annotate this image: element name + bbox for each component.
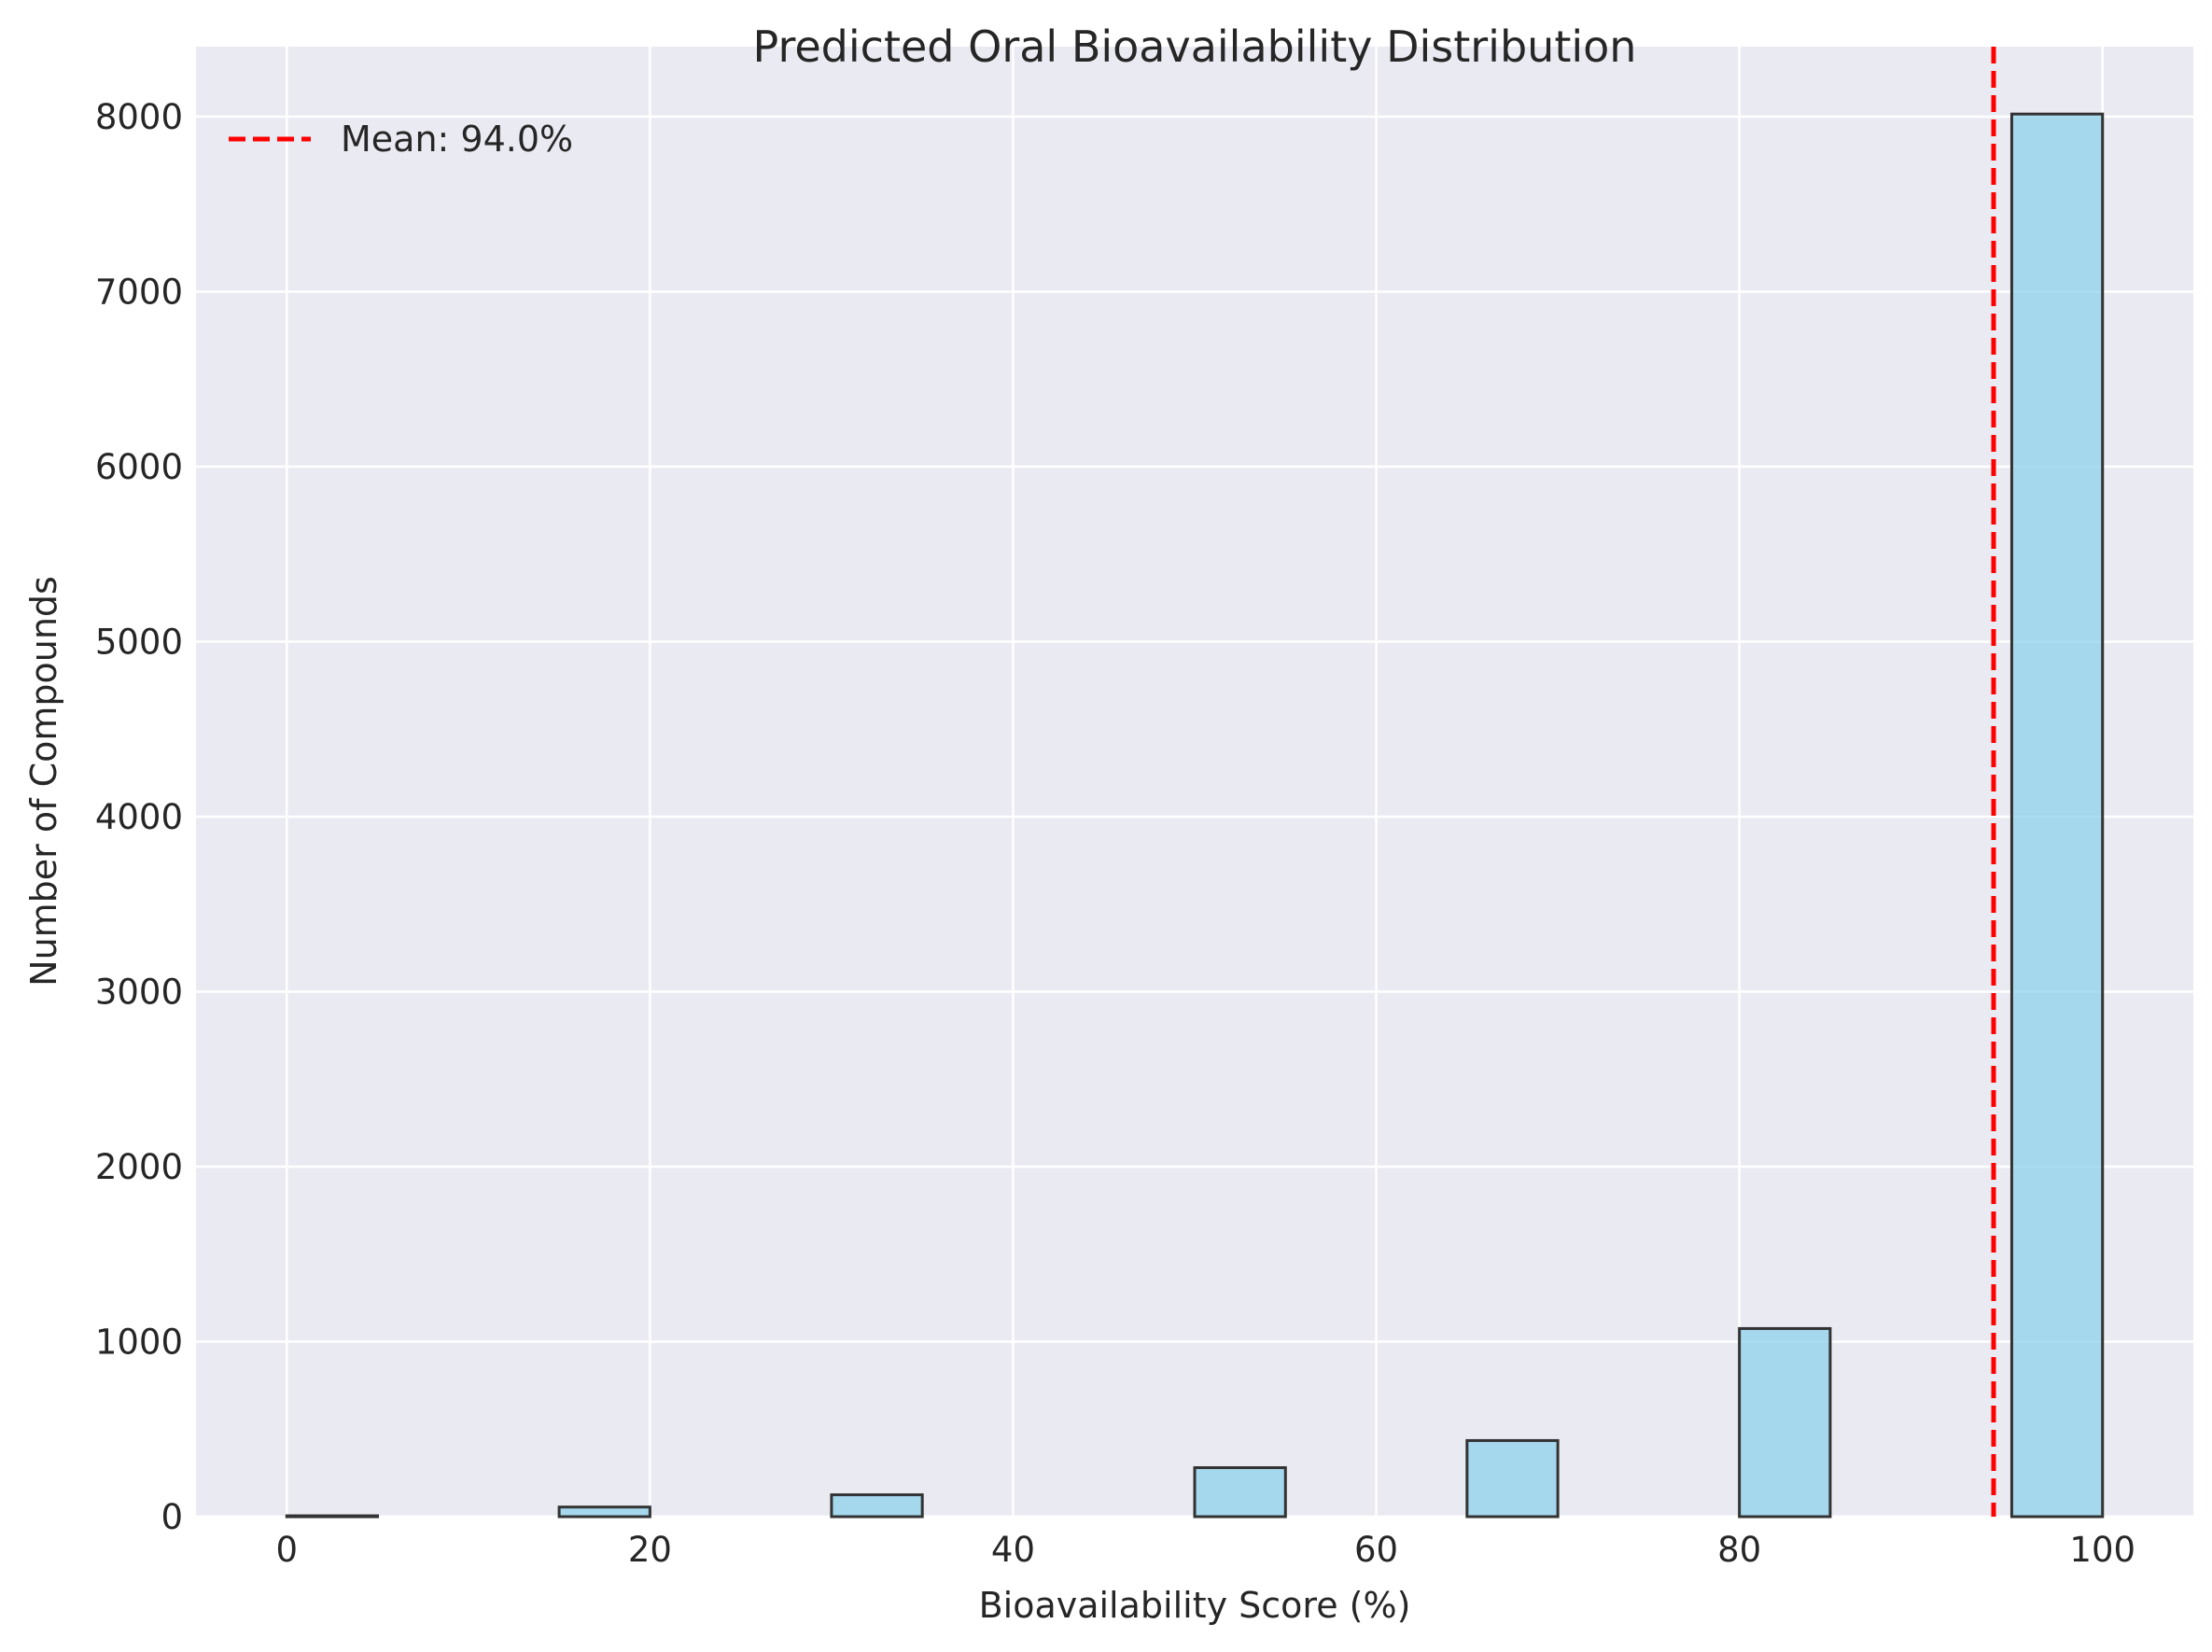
- x-tick-label: 100: [2069, 1530, 2135, 1570]
- histogram-bar: [285, 1514, 380, 1519]
- y-tick-label: 2000: [95, 1147, 183, 1187]
- y-tick-label: 0: [161, 1497, 183, 1537]
- x-tick-label: 40: [991, 1530, 1035, 1570]
- x-tick-label: 80: [1717, 1530, 1761, 1570]
- x-tick-label: 60: [1354, 1530, 1398, 1570]
- chart-title: Predicted Oral Bioavailability Distribut…: [753, 21, 1637, 72]
- histogram-bar: [1193, 1466, 1287, 1519]
- legend-mean-label: Mean: 94.0%: [341, 119, 573, 160]
- y-axis-label: Number of Compounds: [23, 576, 64, 987]
- histogram-bar: [830, 1493, 924, 1519]
- y-tick-label: 4000: [95, 797, 183, 837]
- x-tick-label: 0: [275, 1530, 298, 1570]
- histogram-bar: [557, 1505, 651, 1519]
- histogram-bar: [2009, 112, 2105, 1519]
- y-tick-label: 1000: [95, 1323, 183, 1363]
- y-tick-labels: 0 1000 2000 3000 4000 5000 6000 7000 8000: [95, 97, 183, 1537]
- y-tick-label: 6000: [95, 447, 183, 487]
- x-tick-label: 20: [628, 1530, 672, 1570]
- histogram-bar: [1465, 1438, 1560, 1519]
- histogram-bars: [285, 112, 2105, 1519]
- x-axis-label: Bioavailability Score (%): [979, 1585, 1411, 1626]
- plot-background: [196, 47, 2193, 1517]
- y-tick-label: 8000: [95, 97, 183, 137]
- x-tick-labels: 0 20 40 60 80 100: [275, 1530, 2135, 1570]
- y-tick-label: 7000: [95, 273, 183, 313]
- legend: Mean: 94.0%: [229, 119, 573, 160]
- histogram-bar: [1738, 1326, 1832, 1519]
- y-tick-label: 3000: [95, 973, 183, 1013]
- y-tick-label: 5000: [95, 623, 183, 663]
